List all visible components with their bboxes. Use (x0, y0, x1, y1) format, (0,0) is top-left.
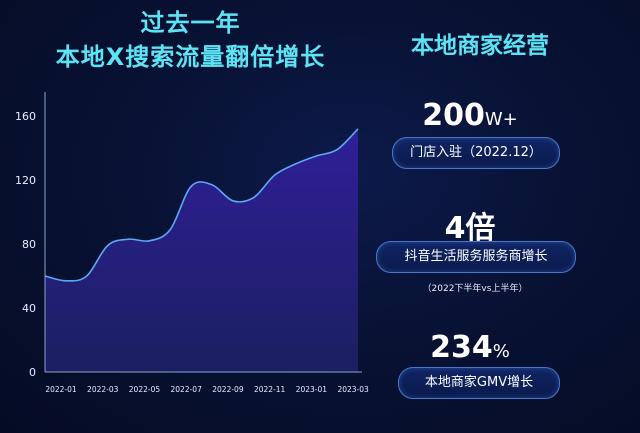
chart-title-line2: 本地X搜索流量翻倍增长 (55, 43, 326, 71)
stat-gmv-label: 本地商家GMV增长 (398, 367, 560, 399)
chart-title: 过去一年 本地X搜索流量翻倍增长 (18, 6, 363, 74)
x-tick-label: 2022-07 (171, 385, 203, 394)
series-line (44, 128, 359, 282)
x-tick-label: 2022-11 (254, 385, 286, 394)
stat-stores-number: 200 (422, 98, 485, 133)
stat-gmv-value: 234% (400, 330, 540, 365)
stat-providers-number: 4倍 (444, 211, 496, 246)
x-tick-label: 2022-01 (45, 385, 77, 394)
stat-stores-unit: W+ (484, 109, 518, 130)
area-fill (45, 128, 358, 372)
stat-providers-note: （2022下半年vs上半年） (422, 284, 528, 294)
x-tick-label: 2023-03 (337, 385, 369, 394)
section-title: 本地商家经营 (411, 33, 549, 59)
x-tick-label: 2023-01 (296, 385, 328, 394)
y-tick-label: 120 (15, 174, 36, 187)
stat-gmv-number: 234 (430, 330, 493, 365)
stat-providers-value: 4倍 (400, 203, 540, 247)
stat-providers-label: 抖音生活服务服务商增长 (376, 241, 576, 273)
x-tick-label: 2022-09 (212, 385, 244, 394)
stat-stores-value: 200W+ (400, 98, 540, 133)
x-tick-label: 2022-03 (87, 385, 119, 394)
stat-gmv-unit: % (492, 341, 510, 362)
y-tick-label: 80 (22, 238, 36, 251)
x-tick-label: 2022-05 (129, 385, 161, 394)
y-tick-label: 160 (15, 110, 36, 123)
y-tick-label: 0 (29, 366, 36, 379)
stat-stores-label: 门店入驻（2022.12） (392, 137, 560, 169)
y-tick-label: 40 (22, 302, 36, 315)
chart-title-line1: 过去一年 (140, 9, 241, 37)
